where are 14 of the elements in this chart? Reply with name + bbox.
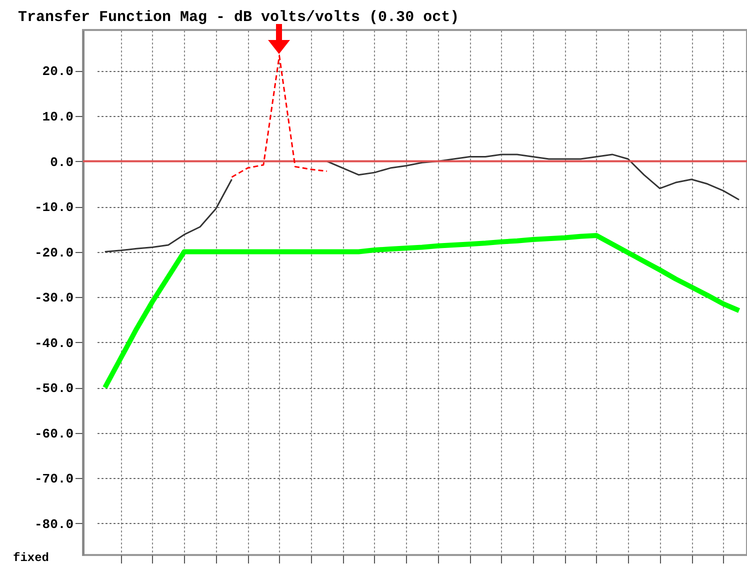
y-tick-label: -10.0	[34, 200, 74, 216]
y-tick-label: -80.0	[34, 516, 74, 532]
y-tick-label: -20.0	[34, 245, 74, 260]
y-tick-label: 20.0	[42, 64, 74, 80]
y-tick-label: -40.0	[34, 336, 74, 351]
y-tick-label: -30.0	[34, 290, 74, 306]
y-tick-label: 0.0	[50, 154, 74, 170]
chart-title: Transfer Function Mag - dB volts/volts (0.30 oct)	[18, 9, 460, 26]
line-series	[231, 55, 328, 178]
text: fixed	[13, 551, 50, 565]
y-tick-label: -60.0	[34, 426, 74, 442]
y-tick-label: -70.0	[34, 472, 74, 487]
y-tick-label: 10.0	[42, 109, 74, 124]
y-tick-label: -50.0	[34, 381, 74, 396]
